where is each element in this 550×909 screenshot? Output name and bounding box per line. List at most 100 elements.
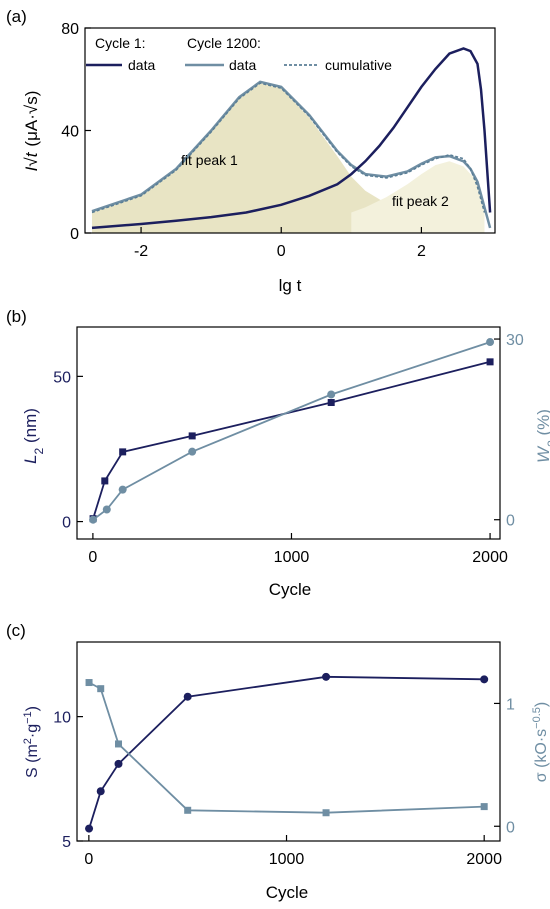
panel-b-l2-point (188, 432, 196, 440)
panel-b-left-label-sub: 2 (32, 447, 46, 454)
legend-cycle1200-data-label: data (229, 57, 256, 73)
panel-a-y-tick-label: 40 (61, 124, 79, 141)
panel-b-l2-point (119, 448, 127, 456)
panel-a-y-axis-label-main: I√t (22, 151, 41, 171)
panel-c-s-point (114, 759, 123, 768)
panel-a-x-tick-label: -2 (134, 243, 148, 260)
panel-c-s-point (322, 672, 331, 681)
panel-c-x-tick-label: 1000 (269, 851, 305, 868)
panel-a-y-axis-label: I√t (μA·√s) (22, 91, 41, 172)
panel-c-sigma-point (115, 740, 123, 748)
panel-b-l2-point (327, 399, 335, 407)
panel-c-left-label-mid: ·g (24, 724, 41, 738)
fit-peak-2-area (351, 161, 485, 233)
cycle1200-data-line (91, 80, 492, 229)
panel-a-label: (a) (6, 7, 27, 26)
panel-b-right-label-sub: 2 (545, 440, 550, 447)
panel-b-left-axis-label: L2 (nm) (21, 408, 46, 464)
panel-c-s-line (88, 675, 485, 829)
panel-c-left-label-end: ) (24, 706, 41, 711)
panel-c-sigma-point (184, 806, 192, 814)
panel-c-x-tick-label: 2000 (466, 851, 502, 868)
panel-b-l2-point (486, 358, 494, 366)
legend-cycle1200-header: Cycle 1200: (187, 35, 261, 51)
panel-c-s-point (96, 787, 105, 796)
panel-a-y-axis-label-unit: (μA·√s) (22, 91, 41, 147)
panel-c-s-point (183, 692, 192, 701)
panel-c-left-label-sup2: −1 (22, 711, 34, 724)
panel-b-ticks: 0 1000 2000 0 50 0 30 (53, 332, 524, 566)
panel-c-sigma-point (480, 803, 488, 811)
panel-c-s-point (85, 824, 94, 833)
panel-c-right-axis-label: σ (kO·s−0.5) (531, 702, 550, 782)
panel-c-series (85, 672, 489, 833)
panel-b-l2-line (92, 360, 491, 519)
panel-b-w2-point (118, 485, 127, 494)
panel-b-left-tick-label: 0 (62, 515, 71, 532)
panel-c-left-label-sup1: 2 (22, 738, 34, 744)
panel-b-series (89, 338, 495, 524)
panel-b-right-tick-label: 30 (506, 332, 524, 349)
cycle1-data-line (91, 47, 492, 230)
panel-c-x-axis-label: Cycle (266, 883, 309, 902)
panel-c: (c) 0 1000 2000 5 10 0 1 Cycle S (m2·g−1) σ (k… (6, 621, 550, 902)
panel-b-l2-point (101, 477, 109, 485)
panel-c-left-tick-label: 10 (53, 710, 71, 727)
panel-a-fit-fills (92, 83, 485, 233)
panel-a-x-tick-label: 2 (417, 243, 426, 260)
panel-c-sigma-line (88, 681, 485, 814)
panel-b-frame (76, 326, 501, 540)
fit-peak-1-area (92, 83, 485, 233)
panel-c-sigma-point (97, 685, 105, 693)
panel-b-w2-point (327, 390, 336, 399)
cycle1200-cumulative-line (91, 82, 486, 214)
panel-c-x-tick-label: 0 (84, 851, 93, 868)
panel-c-right-label-main: σ (kO·s (533, 729, 550, 782)
panel-a-x-tick-label: 0 (277, 243, 286, 260)
panel-c-left-label-main: S (m (24, 744, 41, 778)
panel-c-label: (c) (6, 621, 26, 640)
panel-b-w2-line (92, 341, 491, 521)
panel-a-legend: Cycle 1: Cycle 1200: data data cumulativ… (86, 35, 392, 73)
panel-b-left-tick-label: 50 (53, 369, 71, 386)
panel-b-left-label-main: L (21, 454, 40, 463)
legend-cycle1-data-label: data (128, 57, 155, 73)
panel-b-right-label-main: W (534, 445, 550, 463)
panel-c-left-axis-label: S (m2·g−1) (22, 706, 41, 778)
panel-c-sigma-point (85, 679, 93, 687)
panel-b-w2-point (188, 447, 197, 456)
panel-b-w2-point (486, 338, 495, 347)
legend-cumulative-label: cumulative (325, 57, 392, 73)
panel-a-x-axis-label: lg t (279, 276, 302, 295)
panel-b-x-tick-label: 1000 (274, 549, 310, 566)
panel-c-right-tick-label: 1 (506, 696, 515, 713)
panel-b-x-tick-label: 2000 (472, 549, 508, 566)
panel-b-left-label-unit: (nm) (21, 408, 40, 448)
panel-b-x-tick-label: 0 (88, 549, 97, 566)
panel-b-w2-point (89, 515, 98, 524)
panel-a-y-tick-label: 80 (61, 21, 79, 38)
panel-b-right-label-unit: (%) (534, 409, 550, 440)
panel-c-right-tick-label: 0 (506, 819, 515, 836)
panel-c-right-label-end: ) (533, 702, 550, 707)
legend-cycle1-header: Cycle 1: (95, 35, 146, 51)
panel-c-ticks: 0 1000 2000 5 10 0 1 (53, 696, 515, 868)
panel-c-sigma-point (322, 809, 330, 817)
annotation-fit-peak-2: fit peak 2 (392, 193, 449, 209)
panel-b-x-axis-label: Cycle (269, 580, 312, 599)
annotation-fit-peak-1: fit peak 1 (181, 152, 238, 168)
panel-c-frame (76, 641, 501, 842)
panel-b-w2-point (102, 505, 111, 514)
panel-a-series-lines (91, 47, 492, 230)
panel-c-s-point (480, 675, 489, 684)
panel-b-right-axis-label: W2 (%) (534, 409, 550, 463)
panel-b-label: (b) (6, 307, 27, 326)
panel-c-right-label-sup: −0.5 (531, 707, 543, 729)
panel-a-y-tick-label: 0 (70, 226, 79, 243)
panel-b-right-tick-label: 0 (506, 513, 515, 530)
panel-c-left-tick-label: 5 (62, 834, 71, 851)
